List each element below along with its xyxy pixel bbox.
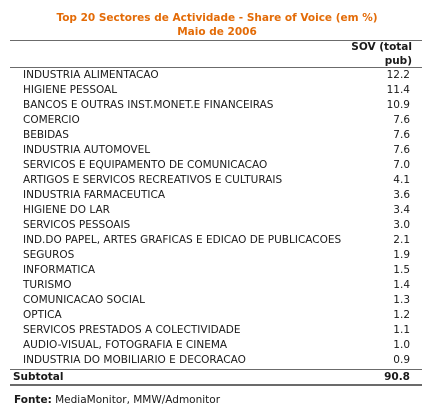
column-header-line-1: SOV (total (351, 41, 412, 53)
sov-value: 11.4 (386, 84, 410, 96)
subtotal-top-rule (10, 369, 422, 370)
sov-value: 7.6 (393, 144, 410, 156)
sov-value: 0.9 (393, 354, 410, 366)
table-row: INFORMATICA 1.5 (10, 263, 422, 278)
sector-label: INDUSTRIA FARMACEUTICA (23, 189, 166, 201)
table-row: SERVICOS PRESTADOS A COLECTIVIDADE 1.1 (10, 323, 422, 338)
source-text: MediaMonitor, MMW/Admonitor (55, 394, 221, 406)
sector-label: BEBIDAS (23, 129, 69, 141)
sov-value: 3.6 (393, 189, 410, 201)
source-label: Fonte: (14, 394, 52, 406)
sov-value: 7.6 (393, 114, 410, 126)
table-title: Top 20 Sectores de Actividade - Share of… (0, 11, 434, 39)
table-row: INDUSTRIA AUTOMOVEL 7.6 (10, 143, 422, 158)
sov-value: 1.9 (393, 249, 410, 261)
title-line-1: Top 20 Sectores de Actividade - Share of… (56, 12, 378, 24)
table-row: OPTICA 1.2 (10, 308, 422, 323)
table-row: ARTIGOS E SERVICOS RECREATIVOS E CULTURA… (10, 173, 422, 188)
sov-value: 3.4 (393, 204, 410, 216)
table-row: INDUSTRIA DO MOBILIARIO E DECORACAO 0.9 (10, 353, 422, 368)
table-row: BANCOS E OUTRAS INST.MONET.E FINANCEIRAS… (10, 98, 422, 113)
column-header-line-2: pub) (384, 55, 412, 67)
sov-value: 1.4 (393, 279, 410, 291)
table-row: AUDIO-VISUAL, FOTOGRAFIA E CINEMA 1.0 (10, 338, 422, 353)
sector-label: SERVICOS PRESTADOS A COLECTIVIDADE (23, 324, 241, 336)
sector-label: TURISMO (23, 279, 72, 291)
sector-label: HIGIENE PESSOAL (23, 84, 118, 96)
sector-label: COMUNICACAO SOCIAL (23, 294, 145, 306)
table-row: INDUSTRIA FARMACEUTICA 3.6 (10, 188, 422, 203)
sov-value: 7.0 (393, 159, 410, 171)
sov-value: 7.6 (393, 129, 410, 141)
sov-value: 3.0 (393, 219, 410, 231)
sov-value: 1.0 (393, 339, 410, 351)
table-row: HIGIENE DO LAR 3.4 (10, 203, 422, 218)
table-row: SEGUROS 1.9 (10, 248, 422, 263)
sov-value: 2.1 (393, 234, 410, 246)
subtotal-label: Subtotal (13, 371, 64, 383)
table-row: TURISMO 1.4 (10, 278, 422, 293)
sector-label: OPTICA (23, 309, 62, 321)
sector-label: COMERCIO (23, 114, 80, 126)
sector-label: INFORMATICA (23, 264, 96, 276)
sector-label: HIGIENE DO LAR (23, 204, 110, 216)
sector-label: BANCOS E OUTRAS INST.MONET.E FINANCEIRAS (23, 99, 274, 111)
sector-label: INDUSTRIA DO MOBILIARIO E DECORACAO (23, 354, 246, 366)
column-header-sov: SOV (total pub) (332, 40, 412, 68)
table-row: HIGIENE PESSOAL 11.4 (10, 83, 422, 98)
table-row: COMERCIO 7.6 (10, 113, 422, 128)
sector-label: INDUSTRIA ALIMENTACAO (23, 69, 159, 81)
subtotal-row: Subtotal 90.8 (10, 370, 422, 384)
sov-value: 1.3 (393, 294, 410, 306)
table-row: COMUNICACAO SOCIAL 1.3 (10, 293, 422, 308)
sector-table-body: INDUSTRIA ALIMENTACAO 12.2 HIGIENE PESSOAL… (10, 68, 422, 368)
sov-value: 4.1 (393, 174, 410, 186)
table-row: IND.DO PAPEL, ARTES GRAFICAS E EDICAO DE… (10, 233, 422, 248)
subtotal-value: 90.8 (384, 371, 410, 383)
table-row: BEBIDAS 7.6 (10, 128, 422, 143)
header-bottom-rule (10, 67, 422, 68)
subtotal-bottom-rule (10, 384, 422, 386)
table-row: SERVICOS E EQUIPAMENTO DE COMUNICACAO 7.0 (10, 158, 422, 173)
sector-label: INDUSTRIA AUTOMOVEL (23, 144, 151, 156)
sector-label: SERVICOS PESSOAIS (23, 219, 131, 231)
sector-label: SEGUROS (23, 249, 75, 261)
sov-value: 1.2 (393, 309, 410, 321)
source-note: Fonte: MediaMonitor, MMW/Admonitor (14, 394, 220, 406)
sector-label: IND.DO PAPEL, ARTES GRAFICAS E EDICAO DE… (23, 234, 342, 246)
table-row: INDUSTRIA ALIMENTACAO 12.2 (10, 68, 422, 83)
sov-value: 12.2 (386, 69, 410, 81)
sov-value: 1.1 (393, 324, 410, 336)
sov-value: 1.5 (393, 264, 410, 276)
sector-label: AUDIO-VISUAL, FOTOGRAFIA E CINEMA (23, 339, 228, 351)
sector-label: ARTIGOS E SERVICOS RECREATIVOS E CULTURA… (23, 174, 283, 186)
header-top-rule (10, 40, 422, 41)
sector-label: SERVICOS E EQUIPAMENTO DE COMUNICACAO (23, 159, 268, 171)
sov-value: 10.9 (386, 99, 410, 111)
title-line-2: Maio de 2006 (177, 26, 257, 38)
table-row: SERVICOS PESSOAIS 3.0 (10, 218, 422, 233)
